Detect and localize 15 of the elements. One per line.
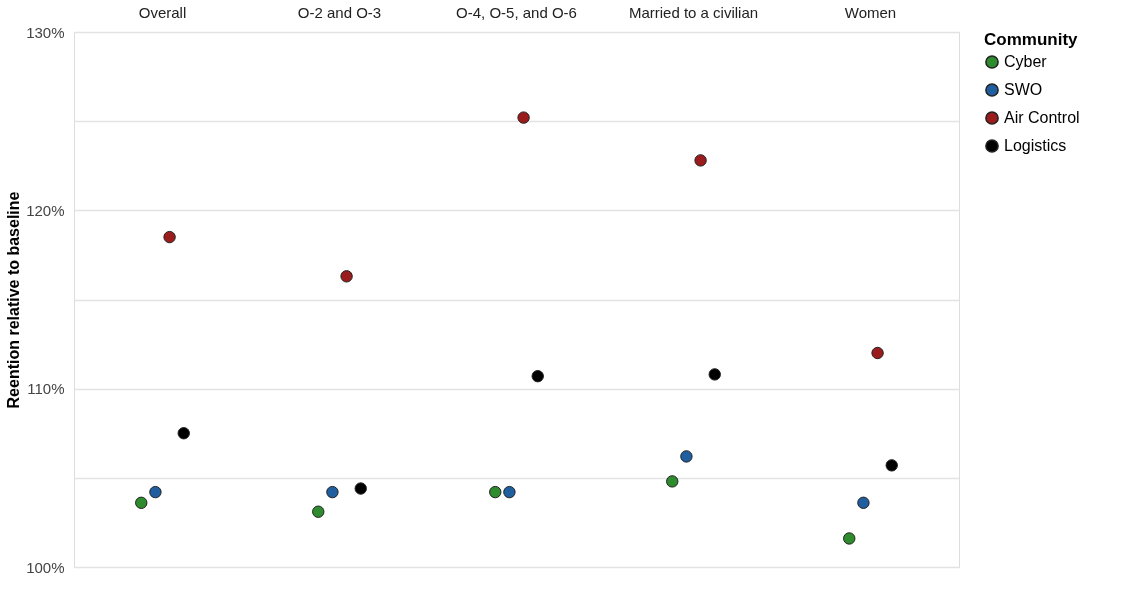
legend-label: Air Control [1004, 109, 1080, 126]
x-tick-label: Women [844, 3, 897, 21]
y-tick-label: 100% [26, 558, 65, 576]
y-axis-title: Reention relative to baseline [5, 191, 23, 409]
x-tick-label: O-2 and O-3 [297, 3, 382, 21]
y-tick-label: 120% [26, 201, 65, 219]
legend-label: Logistics [1004, 137, 1067, 154]
legend-label: Cyber [1004, 53, 1048, 70]
x-tick-label: Married to a civilian [628, 3, 759, 21]
legend-label: SWO [1004, 81, 1043, 98]
x-tick-label: O-4, O-5, and O-6 [456, 3, 577, 21]
y-tick-label: 130% [26, 23, 65, 41]
y-tick-label: 110% [27, 380, 65, 398]
x-tick-label: Overall [138, 3, 187, 21]
legend-title: Community [984, 30, 1079, 49]
